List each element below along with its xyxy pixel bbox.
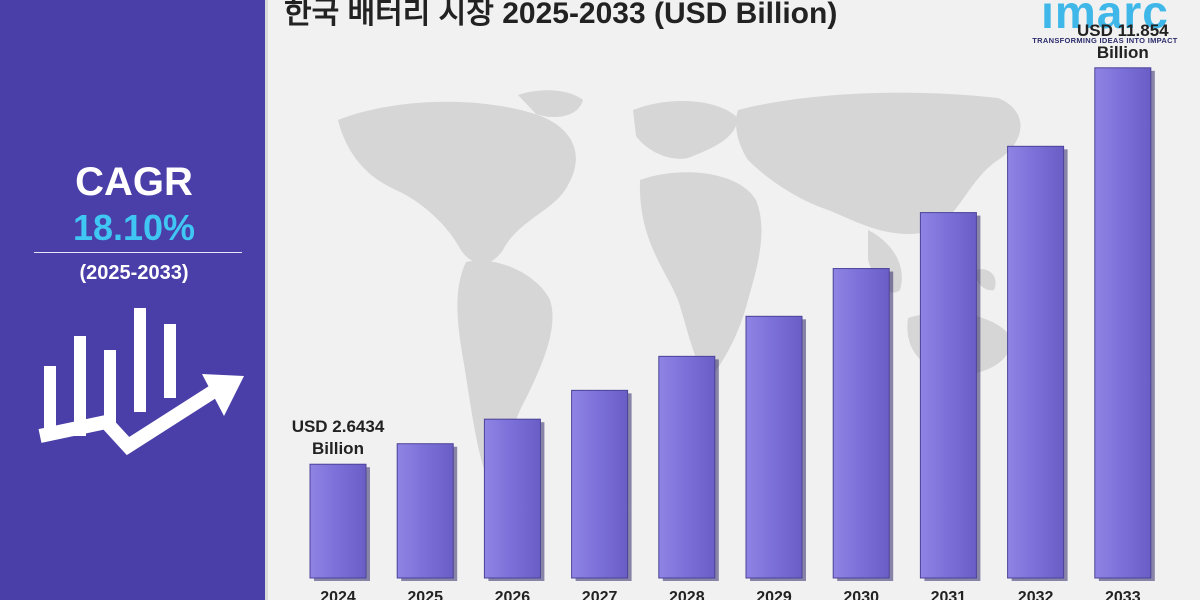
divider bbox=[34, 252, 242, 253]
x-tick-label-2028: 2028 bbox=[669, 589, 705, 600]
bar-2032 bbox=[1007, 145, 1065, 579]
bar-2028 bbox=[658, 355, 716, 579]
x-tick-label-2033: 2033 bbox=[1105, 589, 1141, 600]
bar-2033 bbox=[1094, 67, 1152, 579]
x-tick-label-2030: 2030 bbox=[843, 589, 879, 600]
bar-2025 bbox=[396, 443, 454, 579]
x-tick-label-2029: 2029 bbox=[756, 589, 792, 600]
bars-group bbox=[309, 67, 1155, 582]
growth-chart-icon bbox=[38, 308, 244, 456]
chart-area: 한국 배터리 시장 2025-2033 (USD Billion) imarc … bbox=[268, 0, 1200, 600]
bar-2030 bbox=[832, 268, 890, 579]
bar-2027 bbox=[571, 389, 629, 579]
chart-title: 한국 배터리 시장 2025-2033 (USD Billion) bbox=[284, 0, 838, 30]
x-tick-label-2032: 2032 bbox=[1018, 589, 1054, 600]
data-label-2024-line1: USD 2.6434 bbox=[292, 417, 385, 436]
data-label-2024-line2: Billion bbox=[312, 439, 364, 458]
data-label-2033-line2: Billion bbox=[1097, 43, 1149, 62]
data-label-2033-line1: USD 11.854 bbox=[1077, 21, 1169, 40]
x-tick-label-2027: 2027 bbox=[582, 589, 618, 600]
x-tick-label-2025: 2025 bbox=[407, 589, 443, 600]
annotations-group: 2024 2025 2026 2027 2028 2029 2030 2031 2032 2033… bbox=[292, 21, 1169, 600]
logo-wordmark: imarc bbox=[1041, 0, 1169, 38]
cagr-label: CAGR bbox=[75, 160, 193, 204]
cagr-panel: CAGR 18.10% (2025-2033) bbox=[0, 0, 268, 600]
bar-2031 bbox=[919, 212, 977, 579]
bar-2026 bbox=[483, 418, 541, 579]
bar-chart: 2024 2025 2026 2027 2028 2029 2030 2031 2032 2033… bbox=[292, 21, 1169, 600]
bar-2024 bbox=[309, 463, 367, 579]
x-tick-label-2031: 2031 bbox=[931, 589, 967, 600]
x-tick-label-2024: 2024 bbox=[320, 589, 356, 600]
imarc-logo: imarc TRANSFORMING IDEAS INTO IMPACT bbox=[1020, 0, 1190, 45]
x-tick-label-2026: 2026 bbox=[495, 589, 531, 600]
logo-tagline: TRANSFORMING IDEAS INTO IMPACT bbox=[1032, 36, 1178, 45]
cagr-value: 18.10% bbox=[72, 207, 196, 248]
cagr-period: (2025-2033) bbox=[79, 262, 189, 284]
bar-2029 bbox=[745, 315, 803, 579]
